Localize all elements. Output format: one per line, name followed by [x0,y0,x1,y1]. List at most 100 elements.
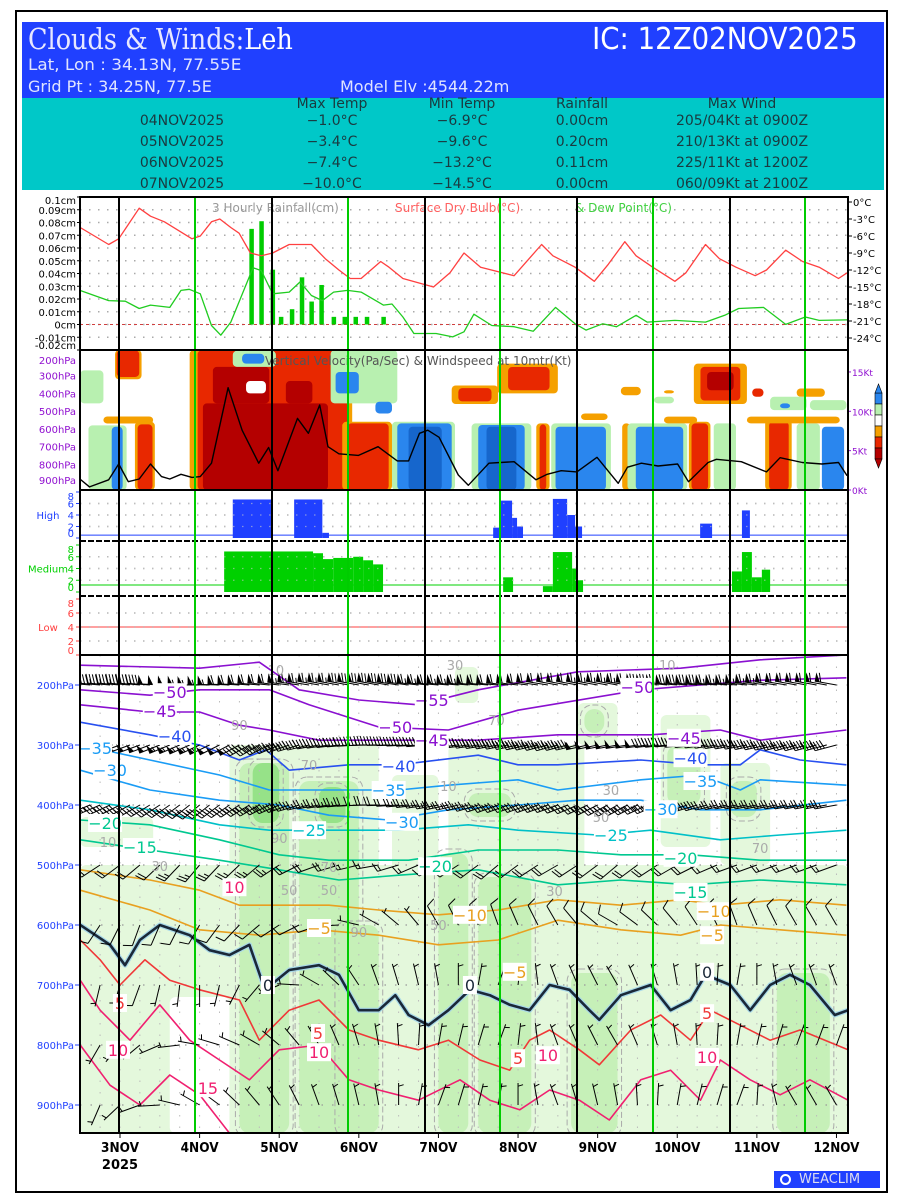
barb-full [690,801,697,811]
barb-full [517,740,524,749]
barb-flag [145,745,155,754]
humidity-region [730,781,757,817]
wind-barb [312,798,339,809]
barb-staff [80,682,101,686]
temp-axis-tick: 0°C [853,198,871,209]
barb-full [315,862,322,871]
barb-half [286,1025,291,1031]
barb-full [592,873,601,880]
barb-full [298,739,305,748]
wind-barb [595,672,618,686]
barb-full [272,927,280,936]
barb-full [481,804,488,813]
barb-half [261,869,267,874]
barb-full [641,738,646,748]
barb-staff [546,905,559,926]
barb-full [700,800,706,810]
wind-barb [141,924,161,946]
barb-full [238,806,247,814]
vv-region [635,426,684,490]
barb-full [547,740,554,750]
barb-half [740,1025,746,1027]
barb-full [260,673,264,684]
barb-flag [605,672,611,683]
barb-half [179,1036,182,1042]
barb-full [489,674,493,684]
barb-staff [580,910,598,926]
barb-staff [81,864,101,878]
barb-full [203,811,212,819]
barb-flag [584,740,591,750]
barb-half [789,963,795,968]
barb-half [361,910,365,916]
vv-region [746,416,840,424]
daily-summary-table: Max Temp Min Temp Rainfall Max Wind 04NO… [22,96,884,192]
rain-axis-tick: 0.08cm [38,219,76,230]
barb-full [494,740,501,750]
barb-full [451,803,458,812]
octa-tick: 4 [68,623,74,634]
barb-full [96,806,104,814]
barb-full [653,867,662,875]
barb-half [535,742,540,748]
main-clip: −50−45−40−35−30−20−1510−55−50−45−40−35−3… [80,655,848,1133]
barb-staff [695,1023,698,1046]
barb-staff [185,864,200,883]
isotherm-label: 0 [263,976,273,995]
barb-full [576,804,585,813]
barb-half [348,964,353,970]
barb-staff [122,864,141,880]
barb-flag [136,744,145,754]
barb-half [806,1084,812,1090]
wind-barb [143,804,171,819]
wind-barb [756,963,763,985]
wind-barb [705,674,728,686]
barb-full [232,809,241,817]
barb-half [377,865,382,871]
date-axis-labels: 3NOV 4NOV 5NOV 6NOV 7NOV 8NOV 9NOV 10NOV 11NOV 12… [101,1133,859,1173]
barb-full [760,800,766,810]
barb-half [440,803,444,809]
barb-staff [656,1083,660,1106]
barb-full [116,807,124,815]
barb-half [535,1023,541,1027]
barb-half [275,678,277,684]
barb-full [285,741,292,750]
barb-half [629,1023,635,1029]
barb-full [563,805,572,814]
wind-barb [490,898,499,926]
barb-full [213,810,222,818]
wind-barb [93,804,121,816]
wind-barb [87,1104,101,1126]
barb-full [114,674,119,685]
wind-barb [685,674,708,686]
barb-flag [764,672,770,683]
barb-full [598,904,601,915]
wind-barb [546,898,559,926]
barb-staff [716,963,719,986]
barb-flag [705,674,711,684]
barb-full [331,861,338,871]
barb-half [738,802,742,808]
isotherm-label: 10 [224,878,244,897]
isotherm-label-bg [695,1048,720,1066]
vv-region [581,413,608,420]
isotherm-label: 10 [309,1043,329,1062]
barb-full [272,743,279,752]
cloud-block [567,515,576,538]
barb-staff [220,804,240,818]
barb-staff [141,804,161,818]
barb-half [602,807,608,812]
barb-staff [164,864,181,882]
barb-full [312,738,318,748]
barb-staff [538,864,559,877]
barb-full [292,800,298,810]
barb-half [172,1003,178,1006]
humidity-label: 70 [301,759,318,774]
humidity-label: 10 [659,659,676,674]
wind-barb [370,963,380,986]
temp-axis-tick: -24°C [853,334,881,345]
barb-full [235,807,244,815]
barb-full [215,809,225,816]
wind-barb [431,801,459,811]
